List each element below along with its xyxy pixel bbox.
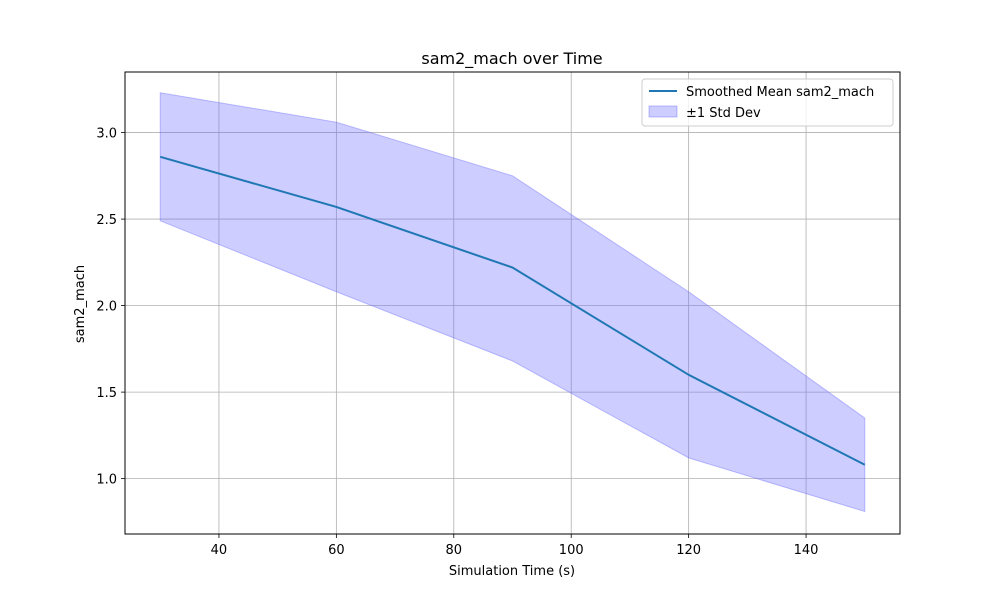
y-tick-label: 1.0 bbox=[96, 473, 117, 488]
plot-frame bbox=[124, 71, 901, 535]
std-dev-band bbox=[159, 92, 866, 513]
legend-band-swatch bbox=[648, 105, 678, 118]
y-ticks: 1.0 1.5 2.0 2.5 3.0 bbox=[96, 127, 125, 488]
x-tick-label: 80 bbox=[446, 543, 463, 558]
x-tick-label: 100 bbox=[559, 543, 584, 558]
legend-label-std: ±1 Std Dev bbox=[686, 106, 761, 121]
grid bbox=[125, 72, 900, 534]
x-tick-label: 120 bbox=[676, 543, 701, 558]
legend-label-mean: Smoothed Mean sam2_mach bbox=[686, 85, 874, 100]
chart-title: sam2_mach over Time bbox=[421, 49, 602, 69]
y-tick-label: 2.5 bbox=[96, 213, 117, 228]
x-tick-label: 60 bbox=[328, 543, 345, 558]
x-tick-label: 140 bbox=[794, 543, 819, 558]
x-ticks: 40 60 80 100 120 140 bbox=[211, 534, 819, 558]
legend-box bbox=[641, 78, 894, 127]
mean-line bbox=[159, 155, 866, 466]
y-tick-label: 1.5 bbox=[96, 386, 117, 401]
y-tick-label: 2.0 bbox=[96, 300, 117, 315]
y-axis-label: sam2_mach bbox=[73, 265, 88, 343]
legend: Smoothed Mean sam2_mach ±1 Std Dev bbox=[641, 78, 894, 127]
x-tick-label: 40 bbox=[211, 543, 228, 558]
y-tick-label: 3.0 bbox=[96, 127, 117, 142]
std-band-layer bbox=[159, 92, 866, 513]
x-axis-label: Simulation Time (s) bbox=[449, 564, 575, 579]
mean-line-layer bbox=[159, 155, 866, 466]
